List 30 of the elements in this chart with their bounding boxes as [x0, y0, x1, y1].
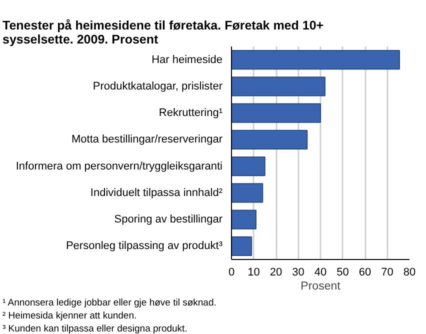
chart-title: Tenester på heimesidene til føretaka. Føretak med 10+ sysselsette. 2009. Prosent [2, 18, 324, 46]
y-tick-label: Rekruttering¹ [158, 107, 223, 120]
x-axis-title: Prosent [300, 280, 342, 292]
bar [232, 156, 266, 176]
x-tick-label: 50 [336, 266, 349, 278]
bar [232, 130, 308, 150]
x-tick-label: 20 [270, 266, 282, 278]
y-tick-label: Informera om personvern/tryggleiksgaranti [16, 160, 223, 172]
bar [232, 50, 400, 70]
y-tick-label: Motta bestillingar/reserveringar [71, 134, 223, 146]
y-tick-label: Personleg tilpassing av produkt³ [66, 240, 223, 252]
x-tick-label: 10 [248, 266, 260, 278]
text: ² Heimesida kjenner att kunden. [2, 310, 137, 322]
y-tick-label: Produktkatalogar, prislister [92, 80, 223, 92]
x-tick-label: 40 [314, 266, 327, 278]
bar [232, 236, 252, 256]
bar [232, 210, 256, 230]
x-tick-label: 80 [403, 266, 416, 278]
x-tick-label: 0 [228, 266, 235, 278]
text: ¹ Annonsera ledige jobbar eller gje høve til søknad. [2, 298, 216, 308]
y-tick-label: Har heimeside [152, 54, 222, 66]
x-tick-label: 30 [292, 266, 304, 278]
text: ³ Kunden kan tilpassa eller designa produkt. [2, 324, 188, 334]
y-tick-label: Sporing av bestillingar [114, 214, 223, 226]
bar [232, 103, 321, 123]
y-tick-label: Individuelt tilpassa innhald² [90, 186, 223, 199]
x-tick-label: 60 [358, 266, 372, 278]
x-tick-label: 70 [381, 266, 394, 278]
bar [232, 183, 264, 203]
bar [232, 76, 326, 96]
